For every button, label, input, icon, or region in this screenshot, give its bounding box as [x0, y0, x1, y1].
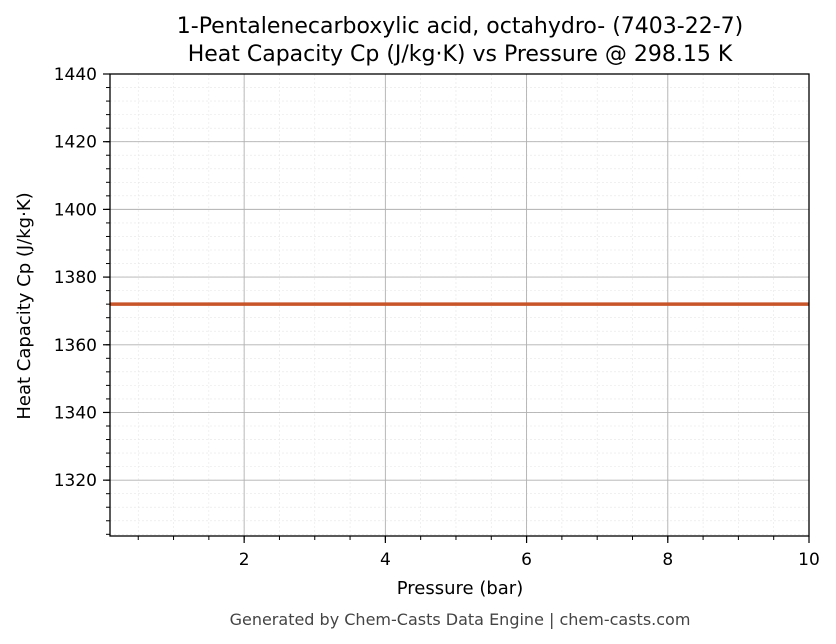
y-tick-label: 1320: [54, 471, 97, 491]
x-tick-label: 8: [662, 550, 673, 570]
chart-title: 1-Pentalenecarboxylic acid, octahydro- (…: [177, 14, 743, 39]
y-tick-label: 1340: [54, 403, 97, 423]
y-tick-label: 1380: [54, 268, 97, 288]
x-tick-label: 10: [798, 550, 820, 570]
y-tick-label: 1440: [54, 65, 97, 85]
x-tick-label: 6: [521, 550, 532, 570]
y-axis-ticks: 1320 1340 1360 1380 1400 1420 1440: [54, 65, 110, 535]
footer-credit: Generated by Chem-Casts Data Engine | ch…: [230, 610, 691, 629]
x-tick-label: 4: [380, 550, 391, 570]
y-tick-label: 1400: [54, 200, 97, 220]
plot-frame: [109, 73, 810, 537]
y-axis-label: Heat Capacity Cp (J/kg·K): [14, 192, 35, 419]
chart-subtitle: Heat Capacity Cp (J/kg·K) vs Pressure @ …: [188, 42, 733, 67]
x-axis-label: Pressure (bar): [397, 578, 523, 599]
x-tick-label: 2: [239, 550, 250, 570]
x-axis-ticks: 2 4 6 8 10: [137, 536, 820, 570]
y-tick-label: 1420: [54, 133, 97, 153]
y-tick-label: 1360: [54, 336, 97, 356]
